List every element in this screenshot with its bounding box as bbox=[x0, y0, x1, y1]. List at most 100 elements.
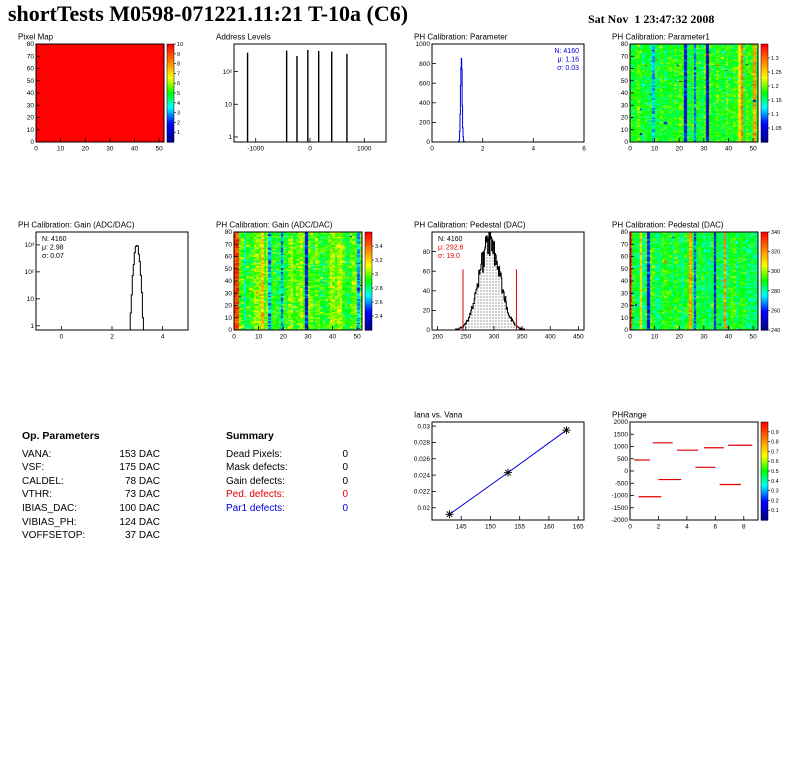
svg-text:80: 80 bbox=[423, 249, 431, 256]
op-param-row-voffsetop: VOFFSETOP: 37 DAC bbox=[22, 529, 160, 543]
svg-text:40: 40 bbox=[329, 334, 337, 341]
svg-text:0.03: 0.03 bbox=[417, 423, 430, 430]
address-levels-plot: -1000 0 1000 1 10 10² Address Levels bbox=[216, 33, 387, 153]
summary-row-mask-defects: Mask defects: 0 bbox=[226, 461, 348, 475]
svg-text:145: 145 bbox=[456, 524, 467, 531]
svg-text:10: 10 bbox=[225, 315, 233, 322]
svg-text:3.4: 3.4 bbox=[375, 244, 383, 250]
svg-text:0: 0 bbox=[624, 327, 628, 334]
svg-text:μ: 1.16: μ: 1.16 bbox=[557, 57, 579, 64]
op-param-label: IBIAS_DAC: bbox=[22, 502, 78, 514]
svg-text:50: 50 bbox=[155, 146, 163, 153]
svg-text:50: 50 bbox=[621, 78, 629, 85]
svg-text:0.026: 0.026 bbox=[414, 456, 431, 463]
svg-text:60: 60 bbox=[27, 66, 35, 73]
svg-text:4: 4 bbox=[685, 524, 689, 531]
op-param-value: 73 DAC bbox=[124, 489, 160, 501]
svg-text:Iana vs. Vana: Iana vs. Vana bbox=[414, 411, 463, 420]
svg-text:4: 4 bbox=[161, 334, 165, 341]
svg-text:4: 4 bbox=[532, 146, 536, 153]
ph-calibration-pedestal-map-pad: 0 10 20 30 40 50 0 10 20 30 40 50 60 70 80 240 260 280 300… bbox=[600, 218, 792, 348]
svg-text:0.1: 0.1 bbox=[771, 508, 779, 514]
svg-text:-1000: -1000 bbox=[247, 146, 264, 153]
svg-text:80: 80 bbox=[621, 229, 629, 236]
op-param-row-vana: VANA: 153 DAC bbox=[22, 448, 160, 462]
op-param-value: 100 DAC bbox=[119, 502, 160, 514]
address-levels-pad: -1000 0 1000 1 10 10² Address Levels bbox=[204, 30, 396, 160]
svg-text:2: 2 bbox=[177, 120, 180, 126]
svg-text:40: 40 bbox=[621, 90, 629, 97]
ph-calib-parameter1-map-plot: 0 10 20 30 40 50 0 10 20 30 40 50 60 70 80 1.05 1.1 1.15 1… bbox=[612, 33, 782, 153]
svg-text:N: 4160: N: 4160 bbox=[42, 236, 67, 243]
summary-value: 0 bbox=[342, 489, 348, 501]
svg-text:10: 10 bbox=[621, 127, 629, 134]
summary-value: 0 bbox=[342, 475, 348, 487]
svg-text:500: 500 bbox=[617, 456, 628, 463]
svg-text:10³: 10³ bbox=[25, 242, 35, 249]
summary-label: Mask defects: bbox=[226, 462, 288, 474]
svg-text:0: 0 bbox=[228, 327, 232, 334]
svg-text:7: 7 bbox=[177, 71, 180, 77]
svg-text:0: 0 bbox=[624, 468, 628, 475]
svg-text:20: 20 bbox=[280, 334, 288, 341]
pixel-map-pad: 0 10 20 30 40 50 0 10 20 30 40 50 60 70 80 1 2 3 4 5 6 7 8 9 10 P… bbox=[6, 30, 198, 160]
svg-text:0: 0 bbox=[624, 139, 628, 146]
summary-label: Gain defects: bbox=[226, 475, 285, 487]
svg-text:165: 165 bbox=[573, 524, 584, 531]
svg-text:1: 1 bbox=[228, 134, 232, 141]
svg-text:0.022: 0.022 bbox=[414, 489, 431, 496]
svg-text:N: 4160: N: 4160 bbox=[438, 236, 463, 243]
svg-text:20: 20 bbox=[82, 146, 90, 153]
op-parameters-panel: Op. Parameters VANA: 153 DAC VSF: 175 DAC … bbox=[22, 430, 160, 543]
pixel-map-plot: 0 10 20 30 40 50 0 10 20 30 40 50 60 70 80 1 2 3 4 5 6 7 8 9 10 P… bbox=[18, 33, 183, 153]
svg-text:80: 80 bbox=[27, 41, 35, 48]
svg-text:50: 50 bbox=[353, 334, 361, 341]
svg-text:40: 40 bbox=[423, 288, 431, 295]
svg-text:0: 0 bbox=[34, 146, 38, 153]
svg-text:5: 5 bbox=[177, 91, 180, 97]
svg-text:50: 50 bbox=[749, 334, 757, 341]
svg-text:240: 240 bbox=[771, 328, 780, 334]
svg-text:30: 30 bbox=[304, 334, 312, 341]
ph-calibration-parameter1-map-pad: 0 10 20 30 40 50 0 10 20 30 40 50 60 70 80 1.05 1.1 1.15 1… bbox=[600, 30, 792, 160]
svg-text:50: 50 bbox=[621, 266, 629, 273]
svg-text:-2000: -2000 bbox=[611, 517, 628, 524]
svg-text:350: 350 bbox=[517, 334, 528, 341]
ph-range-pad: 0 2 4 6 8 -2000 -1500 -1000 -500 0 500 1000 1500 2000… bbox=[600, 408, 792, 538]
svg-text:0: 0 bbox=[628, 524, 632, 531]
ph-calib-parameter1-map-heatmap-canvas bbox=[600, 30, 792, 160]
summary-row-par1-defects: Par1 defects: 0 bbox=[226, 502, 348, 516]
svg-text:10²: 10² bbox=[25, 269, 35, 276]
ph-range-plot: 0 2 4 6 8 -2000 -1500 -1000 -500 0 500 1000 1500 2000… bbox=[611, 411, 779, 531]
svg-text:4: 4 bbox=[177, 101, 180, 107]
ph-calib-pedestal-map-plot: 0 10 20 30 40 50 0 10 20 30 40 50 60 70 80 240 260 280 300… bbox=[612, 221, 780, 341]
svg-text:1500: 1500 bbox=[614, 431, 629, 438]
svg-text:Pixel Map: Pixel Map bbox=[18, 33, 54, 42]
svg-text:1000: 1000 bbox=[416, 41, 431, 48]
svg-text:400: 400 bbox=[419, 100, 430, 107]
op-param-value: 37 DAC bbox=[124, 530, 160, 542]
svg-text:2: 2 bbox=[657, 524, 661, 531]
svg-text:280: 280 bbox=[771, 289, 780, 295]
svg-text:0.8: 0.8 bbox=[771, 440, 779, 446]
svg-text:20: 20 bbox=[423, 308, 431, 315]
summary-value: 0 bbox=[342, 502, 348, 514]
svg-text:30: 30 bbox=[621, 102, 629, 109]
op-param-row-vsf: VSF: 175 DAC bbox=[22, 461, 160, 475]
svg-text:10: 10 bbox=[651, 334, 659, 341]
iana-vs-vana-pad: 145 150 155 160 165 0.02 0.022 0.024 0.026 0.028 0… bbox=[402, 408, 594, 538]
svg-text:40: 40 bbox=[131, 146, 139, 153]
pixel-map-heatmap-canvas bbox=[6, 30, 198, 160]
svg-text:80: 80 bbox=[621, 41, 629, 48]
svg-text:40: 40 bbox=[27, 90, 35, 97]
svg-text:PH Calibration: Gain (ADC/DAC): PH Calibration: Gain (ADC/DAC) bbox=[18, 221, 135, 230]
svg-text:250: 250 bbox=[460, 334, 471, 341]
svg-text:1.25: 1.25 bbox=[771, 70, 782, 76]
svg-text:10: 10 bbox=[621, 315, 629, 322]
svg-text:60: 60 bbox=[621, 254, 629, 261]
svg-text:0: 0 bbox=[232, 334, 236, 341]
svg-text:260: 260 bbox=[771, 308, 780, 314]
svg-text:0.4: 0.4 bbox=[771, 479, 779, 485]
summary-value: 0 bbox=[342, 462, 348, 474]
summary-value: 0 bbox=[342, 448, 348, 460]
